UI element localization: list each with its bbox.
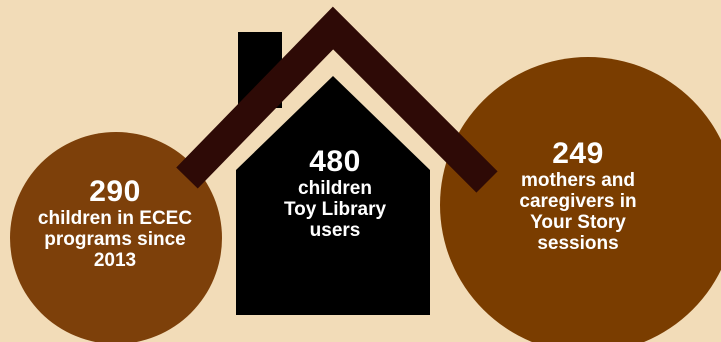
stat-label-line: Toy Library [283,199,387,220]
stat-number: 480 [309,145,361,178]
stat-label-line: children in ECEC [37,208,193,229]
stat-number: 290 [89,175,141,208]
house-body [236,76,430,315]
stat-label-line: mothers and [520,170,636,191]
house-roof [176,6,498,193]
stat-label-line: children [298,178,372,199]
stat-label-line: programs since [44,229,186,250]
right-circle [440,57,721,342]
stat-label-line: users [309,220,361,241]
stat-number: 249 [552,137,604,170]
stat-label-line: 2013 [93,250,137,271]
stat-label-line: Your Story [530,212,626,233]
stat-toy-library-users: 480 children Toy Library users [250,145,420,242]
stat-label-line: sessions [537,233,619,254]
stat-ecec-children: 290 children in ECEC programs since 2013 [20,175,210,272]
left-circle [10,132,222,342]
stat-label-line: caregivers in [519,191,637,212]
stat-your-story-caregivers: 249 mothers and caregivers in Your Story… [478,137,678,255]
